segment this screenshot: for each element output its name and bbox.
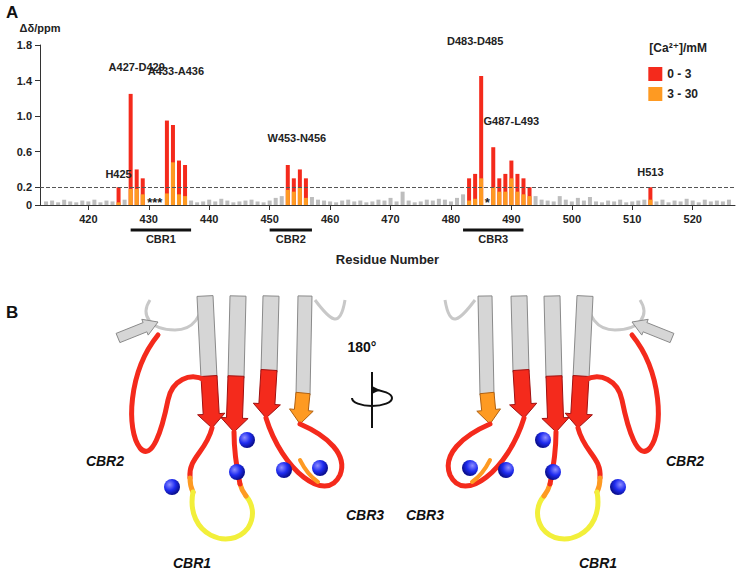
- svg-text:480: 480: [442, 213, 460, 225]
- svg-text:430: 430: [140, 213, 158, 225]
- svg-text:CBR2: CBR2: [276, 233, 306, 245]
- svg-text:1.4: 1.4: [17, 75, 33, 87]
- svg-text:CBR1: CBR1: [579, 555, 617, 571]
- svg-text:*: *: [485, 195, 491, 210]
- svg-text:460: 460: [321, 213, 339, 225]
- svg-text:A433-A436: A433-A436: [148, 65, 204, 77]
- svg-text:0.2: 0.2: [17, 181, 32, 193]
- svg-text:0.6: 0.6: [17, 146, 32, 158]
- svg-text:470: 470: [381, 213, 399, 225]
- svg-text:490: 490: [502, 213, 520, 225]
- svg-text:420: 420: [79, 213, 97, 225]
- svg-text:440: 440: [200, 213, 218, 225]
- svg-text:CBR1: CBR1: [173, 555, 211, 571]
- svg-text:A: A: [6, 3, 18, 22]
- svg-text:500: 500: [563, 213, 581, 225]
- svg-text:CBR2: CBR2: [666, 453, 704, 469]
- svg-text:B: B: [6, 303, 18, 322]
- svg-text:0 - 3: 0 - 3: [667, 67, 691, 81]
- svg-text:1.0: 1.0: [17, 110, 32, 122]
- svg-text:CBR3: CBR3: [478, 233, 508, 245]
- svg-text:CBR2: CBR2: [86, 453, 124, 469]
- svg-text:***: ***: [147, 195, 163, 210]
- svg-text:H513: H513: [637, 166, 663, 178]
- svg-text:G487-L493: G487-L493: [484, 115, 540, 127]
- svg-text:Δδ/ppm: Δδ/ppm: [20, 22, 61, 34]
- svg-text:A427-D429: A427-D429: [108, 60, 165, 73]
- svg-text:W453-N456: W453-N456: [267, 132, 326, 144]
- svg-text:CBR3: CBR3: [406, 507, 444, 523]
- svg-text:D483-D485: D483-D485: [447, 35, 503, 47]
- svg-text:1.8: 1.8: [17, 39, 32, 51]
- svg-text:450: 450: [260, 213, 278, 225]
- svg-text:Residue Number: Residue Number: [336, 252, 439, 267]
- svg-text:0: 0: [26, 199, 32, 211]
- svg-text:CBR3: CBR3: [346, 507, 384, 523]
- svg-text:H425: H425: [105, 168, 131, 180]
- svg-text:180°: 180°: [348, 339, 377, 355]
- svg-text:510: 510: [623, 213, 641, 225]
- svg-text:[Ca²⁺]/mM: [Ca²⁺]/mM: [649, 41, 707, 55]
- svg-text:CBR1: CBR1: [146, 233, 176, 245]
- svg-text:520: 520: [684, 213, 702, 225]
- svg-text:3 - 30: 3 - 30: [667, 87, 698, 101]
